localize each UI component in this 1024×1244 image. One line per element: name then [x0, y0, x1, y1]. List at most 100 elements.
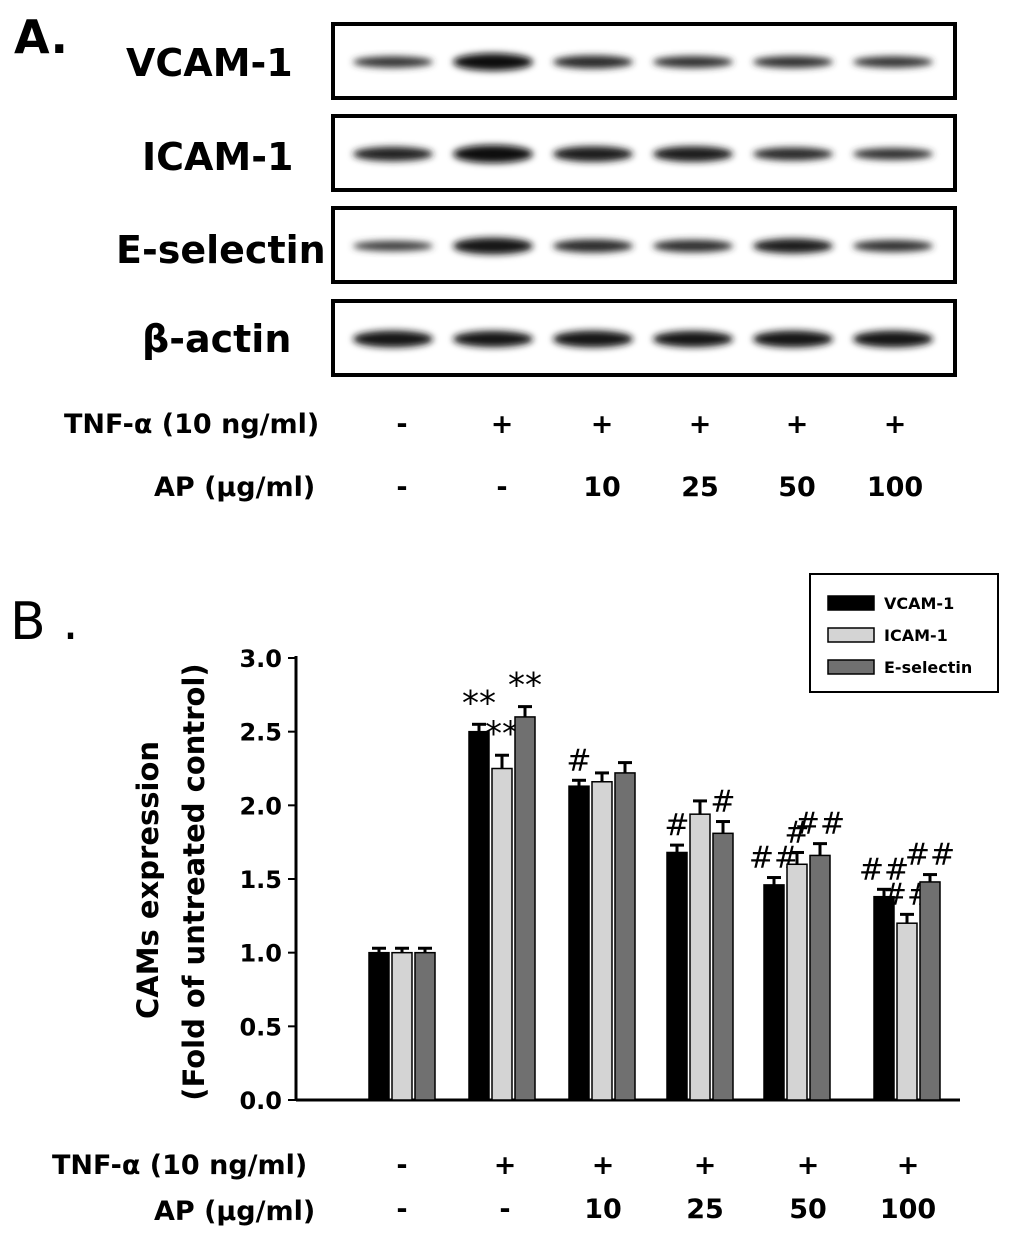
chart-ap-value: 50	[789, 1194, 827, 1225]
bar-e-selectin-5	[919, 881, 941, 1101]
blot-ap-value: -	[496, 472, 508, 503]
bar-icam-1-2	[591, 781, 613, 1101]
blot-frame-3	[331, 299, 957, 377]
legend-label-e-selectin: E-selectin	[884, 658, 972, 677]
blot-band	[353, 146, 433, 162]
blot-band	[853, 148, 933, 160]
significance-mark: #	[664, 808, 689, 843]
chart-ap-value: 10	[584, 1194, 622, 1225]
chart-tnf-value: +	[591, 1150, 615, 1181]
chart-ap-value: 25	[686, 1194, 724, 1225]
chart-tnf-value: +	[896, 1150, 920, 1181]
blot-band	[753, 238, 833, 254]
chart-ap-label: AP (μg/ml)	[154, 1196, 316, 1227]
western-blot-panels	[331, 22, 957, 377]
blot-band	[553, 330, 633, 348]
legend-swatch-icam-1	[827, 627, 875, 643]
bar-vcam-1-5	[873, 895, 895, 1101]
blot-ap-value: 10	[583, 472, 621, 503]
blot-ap-value: -	[396, 472, 408, 503]
blot-tnf-value: +	[785, 409, 809, 440]
blot-ap-value: 25	[681, 472, 719, 503]
legend-label-icam-1: ICAM-1	[884, 626, 948, 645]
blot-band	[353, 240, 433, 252]
panel-a-label: A.	[14, 10, 68, 64]
blot-band	[453, 330, 533, 348]
bar-e-selectin-3	[712, 832, 734, 1101]
y-axis-title: CAMs expression	[131, 741, 165, 1019]
significance-mark: #	[566, 743, 591, 778]
bar-icam-1-3	[689, 813, 711, 1101]
bar-vcam-1-2	[568, 785, 590, 1101]
blot-tnf-value: +	[688, 409, 712, 440]
legend-swatch-vcam-1	[827, 595, 875, 611]
blot-band	[753, 56, 833, 68]
bar-e-selectin-1	[514, 716, 536, 1101]
bar-icam-1-1	[491, 767, 513, 1101]
blot-band	[553, 239, 633, 253]
y-tick-label: 2.0	[239, 792, 282, 820]
blot-band	[653, 146, 733, 162]
bar-icam-1-5	[896, 922, 918, 1101]
significance-mark: #	[710, 785, 735, 820]
significance-mark: ##	[859, 852, 909, 887]
blot-tnf-value: +	[590, 409, 614, 440]
chart-tnf-value: -	[396, 1150, 408, 1181]
blot-frame-2	[331, 206, 957, 284]
chart-tnf-value: +	[693, 1150, 717, 1181]
blot-ap-value: 50	[778, 472, 816, 503]
panel-b-label: B .	[10, 592, 79, 652]
y-tick-label: 0.0	[239, 1087, 282, 1115]
y-tick-label: 1.5	[239, 866, 282, 894]
blot-band	[453, 145, 533, 163]
blot-frame-1	[331, 114, 957, 192]
blot-label-icam: ICAM-1	[142, 135, 294, 179]
blot-band	[853, 330, 933, 348]
significance-mark: **	[462, 683, 496, 723]
chart-ap-value: -	[396, 1194, 408, 1225]
significance-mark: **	[485, 714, 519, 754]
bar-vcam-1-4	[763, 884, 785, 1101]
legend-swatch-e-selectin	[827, 659, 875, 675]
y-tick-label: 3.0	[239, 645, 282, 673]
legend-label-vcam-1: VCAM-1	[884, 594, 954, 613]
blot-ap-label: AP (μg/ml)	[154, 472, 316, 503]
blot-band	[553, 55, 633, 69]
blot-label-actin: β-actin	[142, 317, 292, 361]
blot-band	[853, 240, 933, 252]
blot-band	[353, 330, 433, 348]
significance-mark: ##	[795, 807, 845, 842]
y-tick-label: 0.5	[239, 1013, 282, 1041]
chart-tnf-value: +	[493, 1150, 517, 1181]
blot-band	[653, 56, 733, 68]
blot-band	[453, 53, 533, 71]
bar-vcam-1-1	[468, 730, 490, 1101]
bar-e-selectin-4	[809, 854, 831, 1101]
blot-band	[553, 146, 633, 162]
bar-vcam-1-0	[368, 951, 390, 1101]
blot-band	[753, 330, 833, 348]
chart-tnf-value: +	[796, 1150, 820, 1181]
blot-band	[753, 147, 833, 161]
blot-ap-value: 100	[866, 472, 924, 503]
blot-tnf-value: +	[490, 409, 514, 440]
significance-mark: #	[784, 815, 809, 850]
significance-mark: **	[508, 666, 542, 706]
chart-ap-value: -	[499, 1194, 511, 1225]
blot-label-vcam: VCAM-1	[126, 41, 293, 85]
blot-band	[653, 330, 733, 348]
bar-vcam-1-3	[666, 851, 688, 1101]
bar-e-selectin-0	[414, 951, 436, 1101]
y-tick-label: 2.5	[239, 719, 282, 747]
bar-icam-1-4	[786, 863, 808, 1101]
bar-e-selectin-2	[614, 772, 636, 1101]
chart-tnf-label: TNF-α (10 ng/ml)	[52, 1150, 308, 1181]
cams-bar-chart: 0.0 0.5 1.0 1.5 2.0 2.5 3.0 CAMs expression (Fol…	[131, 573, 999, 1115]
y-tick-label: 1.0	[239, 940, 282, 968]
blot-band	[453, 237, 533, 255]
blot-band	[853, 56, 933, 68]
blot-tnf-value: +	[883, 409, 907, 440]
blot-frame-0	[331, 22, 957, 100]
bar-icam-1-0	[391, 951, 413, 1101]
blot-label-eselectin: E-selectin	[116, 228, 326, 272]
